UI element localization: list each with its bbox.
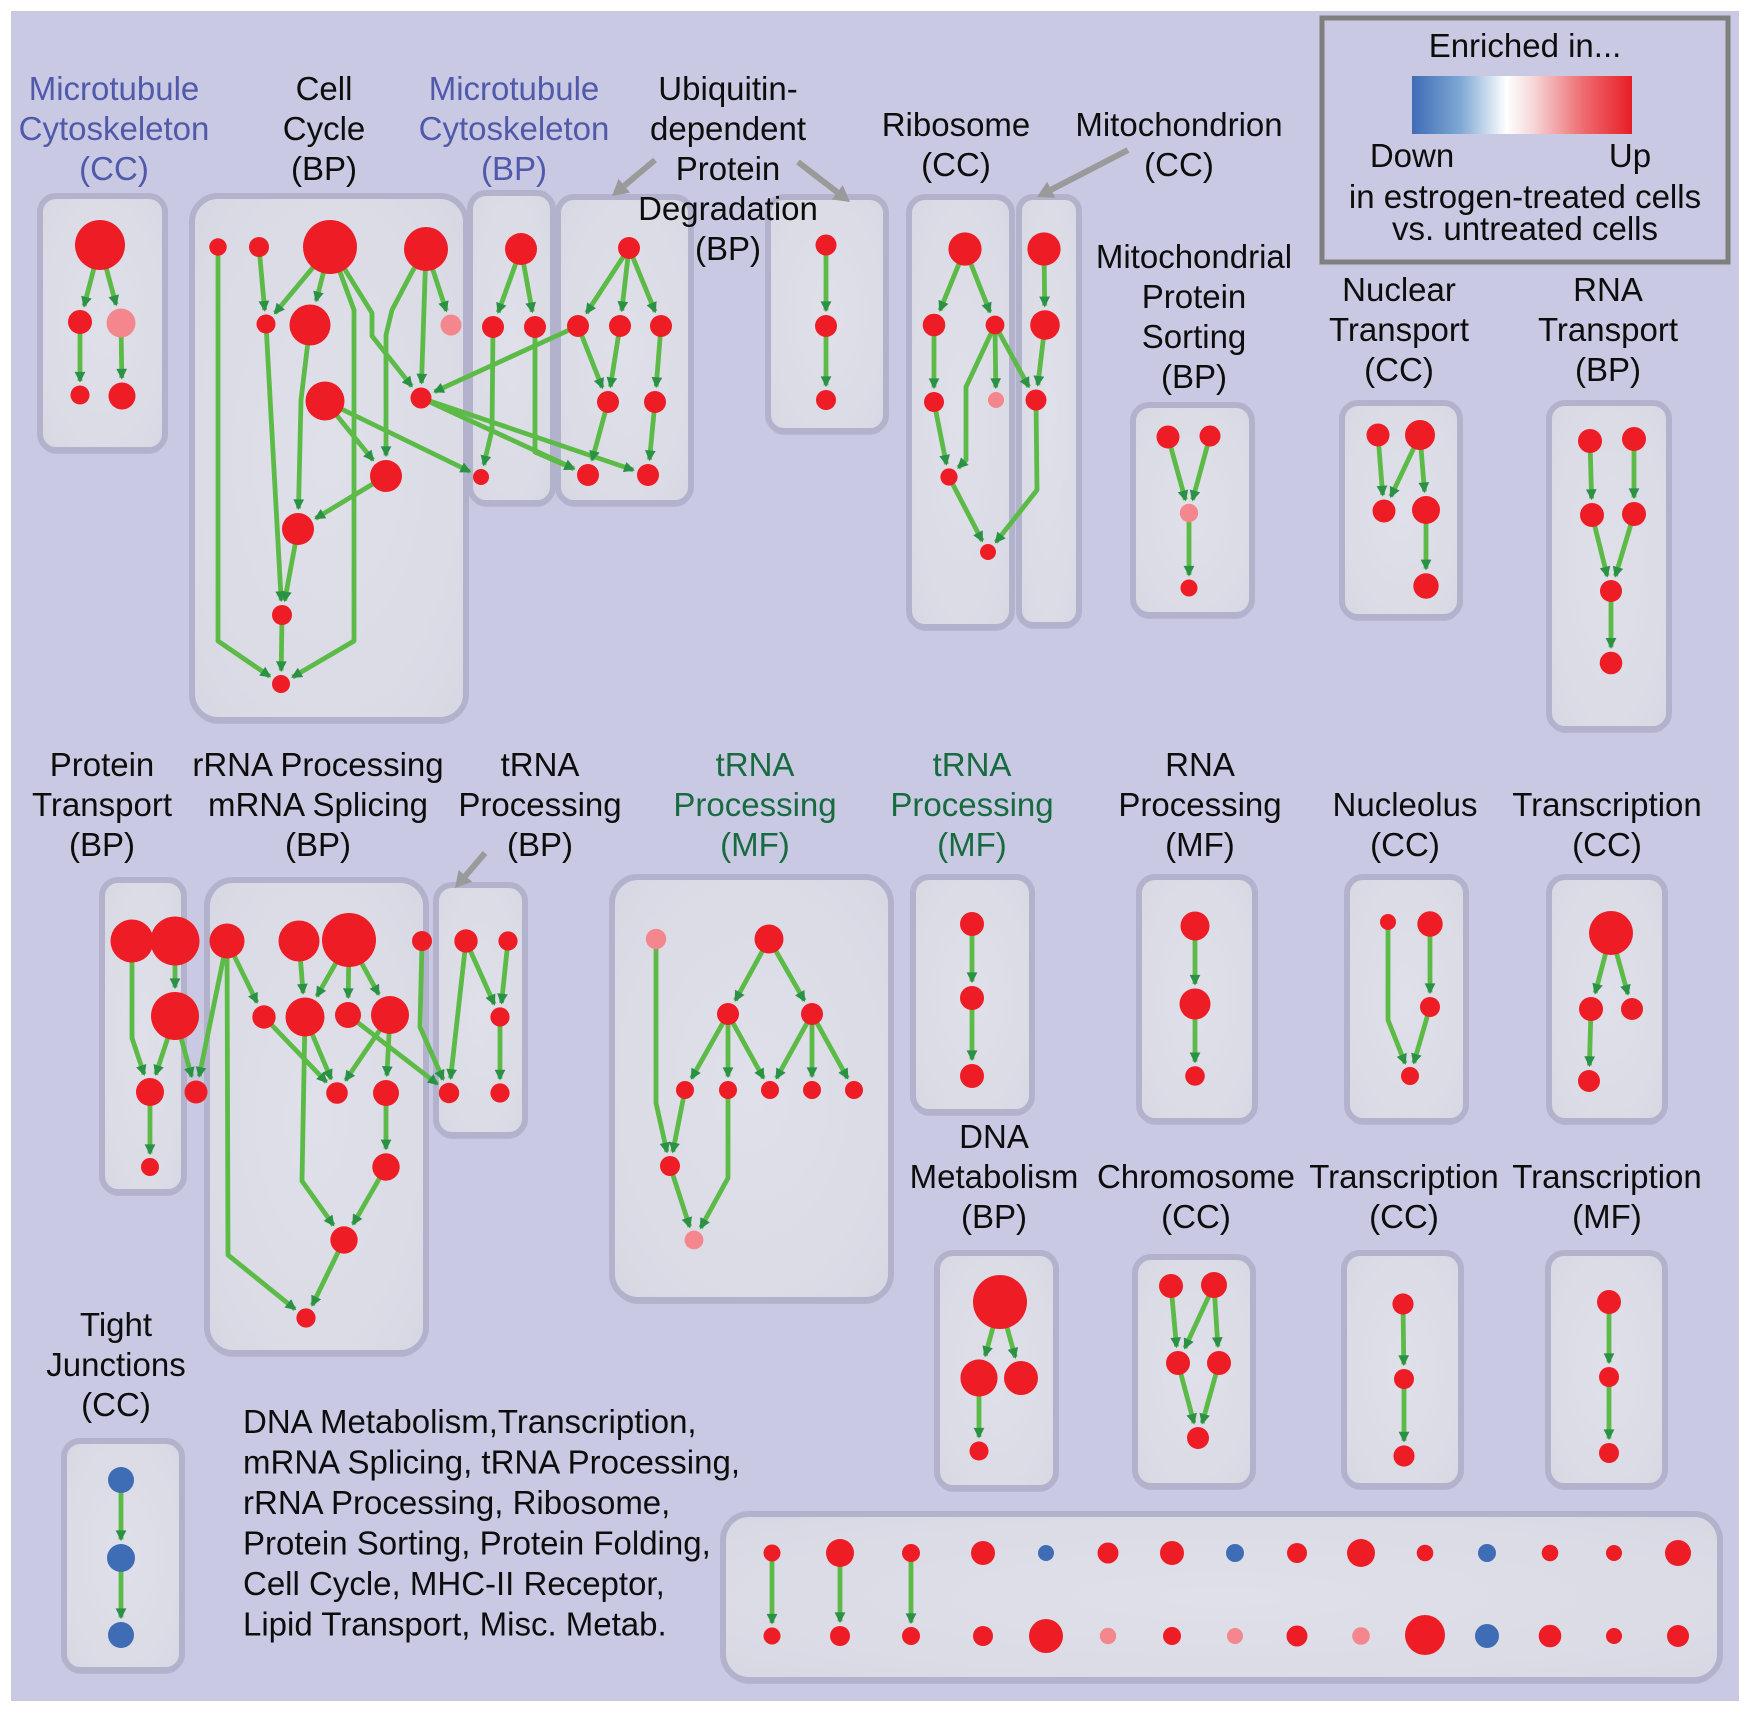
svg-text:Transport: Transport	[32, 786, 172, 823]
svg-text:Cytoskeleton: Cytoskeleton	[419, 110, 610, 147]
svg-text:(BP): (BP)	[961, 1198, 1027, 1235]
svg-text:RNA: RNA	[1573, 271, 1643, 308]
svg-text:(MF): (MF)	[1165, 826, 1235, 863]
svg-text:DNA Metabolism,Transcription,: DNA Metabolism,Transcription,	[243, 1403, 697, 1440]
svg-text:Ubiquitin-: Ubiquitin-	[658, 70, 797, 107]
svg-text:Up: Up	[1609, 137, 1651, 174]
svg-text:(CC): (CC)	[81, 1386, 151, 1423]
svg-text:DNA: DNA	[959, 1118, 1029, 1155]
svg-text:Tight: Tight	[80, 1306, 152, 1343]
svg-text:Cell: Cell	[296, 70, 353, 107]
svg-text:Transport: Transport	[1538, 311, 1678, 348]
svg-text:Transport: Transport	[1329, 311, 1469, 348]
svg-text:Degradation: Degradation	[638, 190, 818, 227]
svg-text:Ribosome: Ribosome	[882, 106, 1031, 143]
svg-text:Mitochondrion: Mitochondrion	[1075, 106, 1282, 143]
svg-text:Processing: Processing	[458, 786, 621, 823]
svg-text:vs. untreated cells: vs. untreated cells	[1392, 210, 1658, 247]
svg-text:Down: Down	[1370, 137, 1454, 174]
svg-text:Cytoskeleton: Cytoskeleton	[19, 110, 210, 147]
svg-text:mRNA Splicing: mRNA Splicing	[208, 786, 428, 823]
svg-text:(CC): (CC)	[921, 146, 991, 183]
svg-text:(BP): (BP)	[481, 150, 547, 187]
svg-text:(CC): (CC)	[1369, 1198, 1439, 1235]
svg-text:Transcription: Transcription	[1309, 1158, 1499, 1195]
svg-text:Protein: Protein	[50, 746, 155, 783]
svg-text:Metabolism: Metabolism	[910, 1158, 1079, 1195]
svg-text:(MF): (MF)	[937, 826, 1007, 863]
svg-text:Protein Sorting, Protein Foldi: Protein Sorting, Protein Folding,	[243, 1525, 711, 1562]
svg-text:tRNA: tRNA	[501, 746, 580, 783]
svg-text:(CC): (CC)	[1364, 351, 1434, 388]
svg-text:(CC): (CC)	[1161, 1198, 1231, 1235]
svg-text:Cell Cycle, MHC-II Receptor,: Cell Cycle, MHC-II Receptor,	[243, 1565, 665, 1602]
svg-text:RNA: RNA	[1165, 746, 1235, 783]
svg-text:(BP): (BP)	[69, 826, 135, 863]
svg-text:Processing: Processing	[890, 786, 1053, 823]
svg-text:Microtubule: Microtubule	[429, 70, 600, 107]
svg-text:Transcription: Transcription	[1512, 786, 1702, 823]
svg-text:(BP): (BP)	[507, 826, 573, 863]
svg-text:Mitochondrial: Mitochondrial	[1096, 238, 1292, 275]
svg-text:tRNA: tRNA	[716, 746, 795, 783]
svg-text:(CC): (CC)	[1370, 826, 1440, 863]
svg-text:Processing: Processing	[673, 786, 836, 823]
svg-text:Cycle: Cycle	[283, 110, 366, 147]
svg-text:dependent: dependent	[650, 110, 806, 147]
svg-text:Chromosome: Chromosome	[1097, 1158, 1295, 1195]
svg-text:rRNA Processing, Ribosome,: rRNA Processing, Ribosome,	[243, 1484, 670, 1521]
svg-text:(BP): (BP)	[291, 150, 357, 187]
svg-text:Protein: Protein	[676, 150, 781, 187]
svg-text:(MF): (MF)	[1572, 1198, 1642, 1235]
svg-text:Sorting: Sorting	[1142, 318, 1247, 355]
svg-text:mRNA Splicing, tRNA Processing: mRNA Splicing, tRNA Processing,	[243, 1444, 740, 1481]
svg-text:Lipid Transport, Misc. Metab.: Lipid Transport, Misc. Metab.	[243, 1606, 667, 1643]
svg-text:(BP): (BP)	[285, 826, 351, 863]
svg-text:(MF): (MF)	[720, 826, 790, 863]
svg-text:Processing: Processing	[1118, 786, 1281, 823]
svg-text:Enriched in...: Enriched in...	[1429, 27, 1622, 64]
svg-text:rRNA Processing: rRNA Processing	[192, 746, 443, 783]
svg-text:Protein: Protein	[1142, 278, 1247, 315]
svg-text:Microtubule: Microtubule	[29, 70, 200, 107]
svg-text:(BP): (BP)	[695, 230, 761, 267]
svg-text:in estrogen-treated cells: in estrogen-treated cells	[1349, 178, 1701, 215]
svg-text:(CC): (CC)	[79, 150, 149, 187]
svg-text:(CC): (CC)	[1144, 146, 1214, 183]
svg-text:Nucleolus: Nucleolus	[1333, 786, 1478, 823]
svg-text:(CC): (CC)	[1572, 826, 1642, 863]
svg-text:tRNA: tRNA	[933, 746, 1012, 783]
svg-text:(BP): (BP)	[1161, 358, 1227, 395]
svg-text:Transcription: Transcription	[1512, 1158, 1702, 1195]
svg-text:Nuclear: Nuclear	[1342, 271, 1456, 308]
svg-text:Junctions: Junctions	[46, 1346, 185, 1383]
svg-text:(BP): (BP)	[1575, 351, 1641, 388]
